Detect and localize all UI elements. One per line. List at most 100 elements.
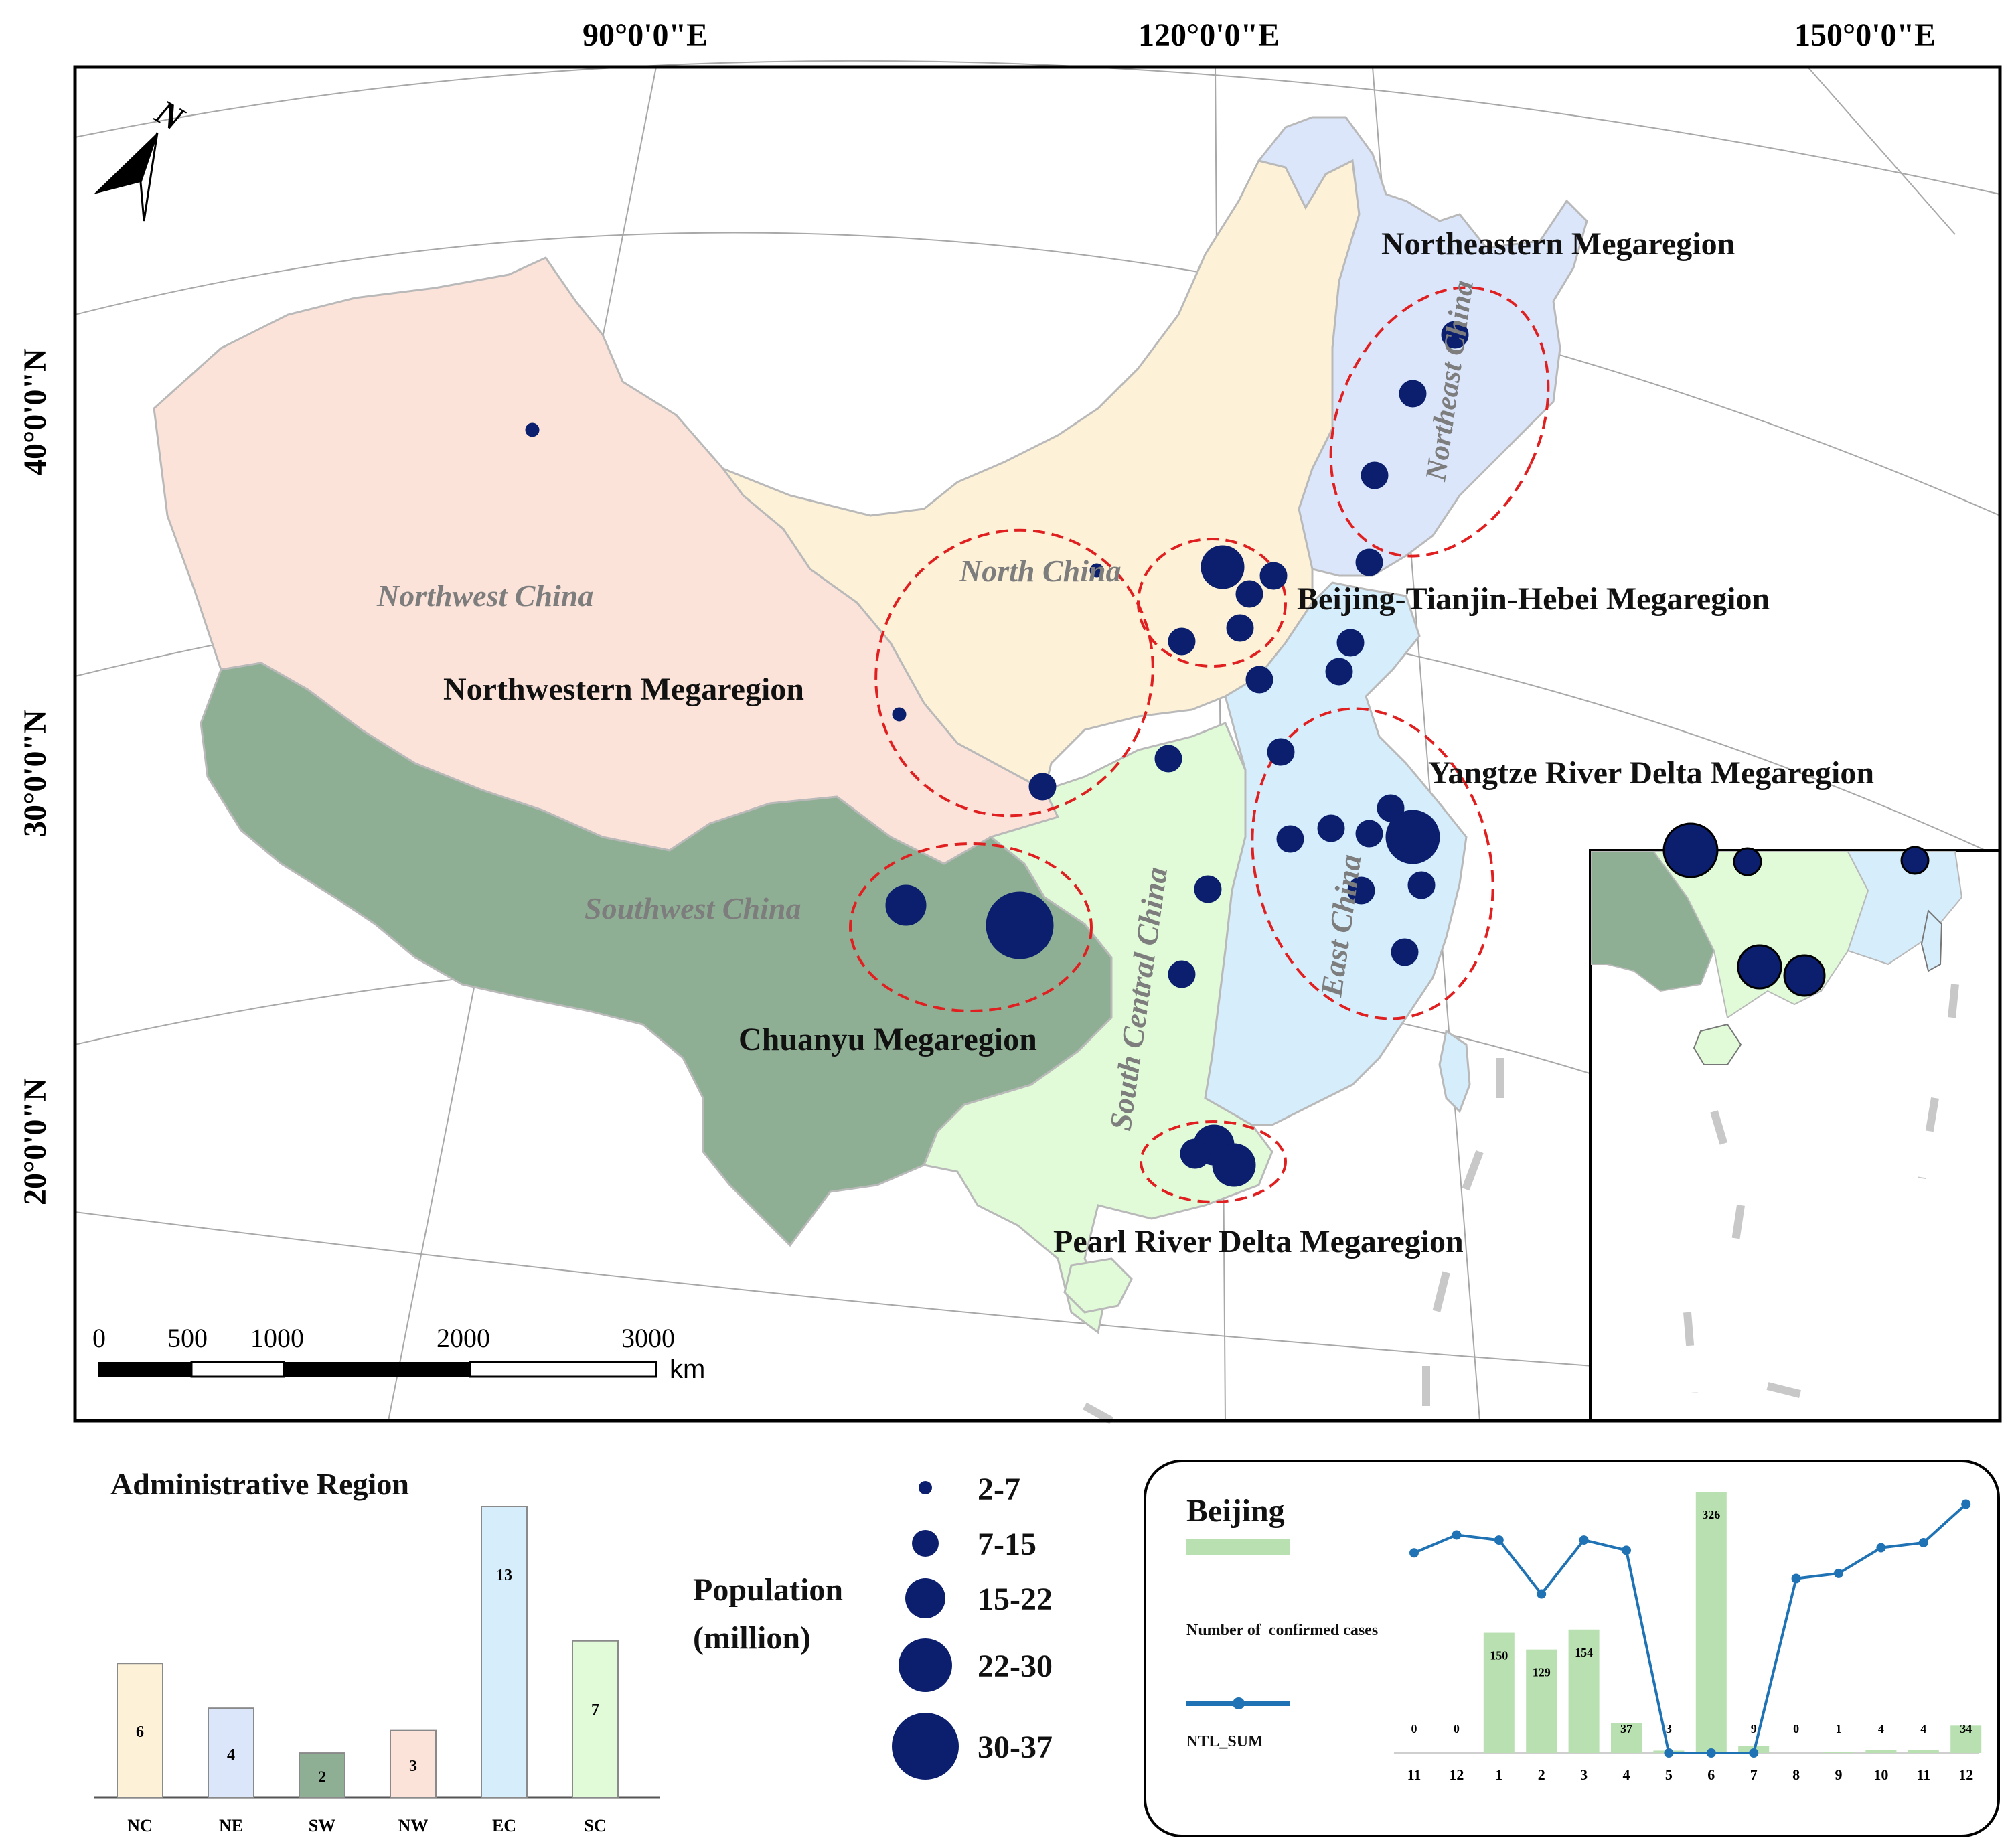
admin-bar-value: 13 [496,1567,512,1584]
dashed-boundary [1083,1058,1504,1425]
ellipse-northwestern [874,528,1154,818]
lon-tick-90: 90°0'0"E [583,17,708,53]
city-marker [1336,629,1365,657]
month-label: 10 [1873,1766,1888,1783]
admin-bar-NE [208,1707,254,1798]
city-marker [1325,658,1353,686]
case-bar-value: 9 [1751,1722,1757,1736]
admin-bar-value: 2 [318,1769,326,1786]
beijing-x-labels: 11 12 1 2 3 4 5 6 7 8 9 10 11 12 [1407,1766,1974,1783]
case-bar-value: 1 [1836,1722,1842,1736]
ntl-point [1664,1748,1674,1758]
scale-tick-1000: 1000 [250,1323,304,1353]
ntl-point [1706,1748,1716,1758]
beijing-title: Beijing [1186,1493,1285,1529]
month-label: 3 [1580,1766,1588,1783]
megaregion-outlines [849,286,1550,1203]
city-marker [986,891,1054,959]
case-bar-value: 0 [1793,1722,1799,1736]
case-bar-value: 326 [1702,1508,1720,1521]
admin-category-label: SC [584,1816,606,1835]
city-marker [885,884,927,926]
admin-category-label: EC [492,1816,516,1835]
city-marker [1276,825,1304,853]
case-bar-value: 4 [1920,1722,1926,1736]
city-marker [1407,871,1436,899]
city-marker [1267,738,1295,766]
case-bar [1950,1725,1982,1753]
city-marker [1361,461,1389,489]
taiwan [1438,1029,1471,1113]
ntl-point [1961,1499,1971,1509]
city-marker [1235,580,1263,608]
beijing-bars: 0 0 150 129 154 37 3 326 9 0 1 4 4 34 [1411,1492,1982,1753]
legend-class-2-7: 2-7 [978,1472,1020,1507]
legend-class-7-15: 7-15 [978,1527,1036,1562]
admin-bar-SC [572,1640,619,1799]
admin-category-label: NE [219,1816,243,1835]
city-markers [525,321,1469,1187]
scale-tick-2000: 2000 [437,1323,490,1353]
region-polygons [153,116,1588,1334]
city-marker [1347,876,1375,905]
admin-bar-NC [117,1663,163,1798]
city-marker [1441,321,1469,349]
legend-symbol-15-22 [905,1578,945,1618]
case-bar-value: 34 [1960,1722,1972,1736]
ellipse-yrd [1251,707,1494,1020]
legend-marker-ntl [1233,1697,1245,1709]
case-bar-value: 129 [1533,1666,1551,1679]
population-legend: 2-7 7-15 15-22 22-30 30-37 Population (m… [693,1472,1053,1780]
inset-city-marker [1737,944,1782,990]
month-label: 11 [1916,1766,1930,1783]
admin-bar-value: 7 [591,1701,599,1719]
inset-map [1589,822,2001,1422]
month-label: 11 [1407,1766,1421,1783]
lat-tick-20: 20°0'0"N [17,1078,53,1205]
ntl-point [1791,1573,1801,1584]
legend-title-line1: Population [693,1572,843,1608]
city-marker [1028,773,1057,801]
city-marker [1212,1143,1256,1187]
case-bar-value: 0 [1454,1722,1460,1736]
inset-city-marker [1783,954,1826,997]
scale-tick-500: 500 [167,1323,208,1353]
city-marker [1355,548,1383,576]
ntl-point [1452,1530,1462,1540]
legend-class-22-30: 22-30 [978,1648,1053,1684]
megaregion-label-northeastern: Northeastern Megaregion [1381,226,1735,262]
month-label: 5 [1665,1766,1673,1783]
admin-chart-title: Administrative Region [110,1467,409,1501]
ntl-point [1834,1568,1843,1578]
ntl-point [1918,1537,1928,1547]
legend-label-ntl: NTL_SUM [1186,1733,1263,1750]
case-bar-value: 0 [1411,1722,1417,1736]
ntl-point [1579,1535,1589,1545]
ntl-point [1876,1543,1886,1553]
region-northeast [1257,116,1588,577]
admin-category-label: SW [309,1816,335,1835]
city-marker [1226,614,1254,642]
region-east [1204,581,1468,1126]
hainan [1063,1257,1133,1314]
city-marker [1317,814,1345,842]
lat-tick-40: 40°0'0"N [17,348,53,475]
admin-bars: 6 NC 4 NE 2 SW 3 NW 13 EC 7 SC [117,1506,619,1835]
city-marker [1245,666,1273,694]
case-bar-value: 37 [1620,1722,1632,1736]
admin-bar-value: 6 [136,1723,144,1741]
month-label: 12 [1958,1766,1973,1783]
case-bar [1865,1750,1897,1753]
city-marker [1391,938,1419,966]
case-bar-value: 3 [1666,1722,1672,1736]
month-label: 9 [1835,1766,1843,1783]
coordinate-ticks: 90°0'0"E 120°0'0"E 150°0'0"E 40°0'0"N 30… [17,17,1936,1205]
region-label-southwest: Southwest China [585,891,801,925]
month-label: 7 [1750,1766,1758,1783]
city-marker [1089,563,1104,578]
admin-category-label: NW [398,1816,429,1835]
megaregion-label-chuanyu: Chuanyu Megaregion [739,1022,1037,1057]
city-marker [1168,627,1196,656]
case-bar [1823,1752,1854,1753]
